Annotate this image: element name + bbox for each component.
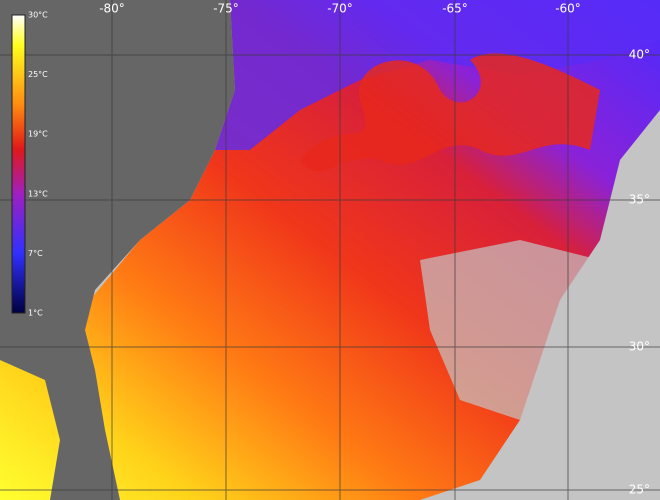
- latitude-label: 25°: [629, 483, 650, 497]
- land: [0, 0, 235, 500]
- longitude-label: -75°: [213, 2, 239, 16]
- latitude-label: 35°: [629, 193, 650, 207]
- legend-label: 30°C: [28, 11, 48, 20]
- longitude-label: -70°: [327, 2, 353, 16]
- longitude-label: -65°: [442, 2, 468, 16]
- legend-label: 13°C: [28, 189, 48, 198]
- no-data: [420, 240, 600, 420]
- gulf-stream: [300, 53, 600, 172]
- cold-water: [215, 0, 660, 150]
- legend-label: 25°C: [28, 70, 48, 79]
- longitude-label: -60°: [555, 2, 581, 16]
- legend-label: 19°C: [28, 130, 48, 139]
- longitude-label: -80°: [99, 2, 125, 16]
- color-bar: [11, 14, 26, 314]
- legend-label: 1°C: [28, 309, 43, 318]
- legend-label: 7°C: [28, 249, 43, 258]
- latitude-label: 40°: [629, 48, 650, 62]
- latitude-label: 30°: [629, 340, 650, 354]
